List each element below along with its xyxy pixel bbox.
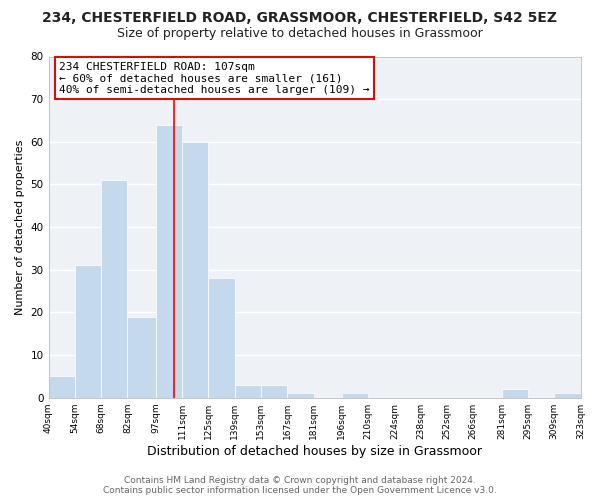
Bar [182, 142, 208, 398]
Bar [235, 385, 261, 398]
Bar [502, 389, 528, 398]
Bar [127, 316, 155, 398]
Bar [101, 180, 127, 398]
Bar [208, 278, 235, 398]
Bar [75, 266, 101, 398]
Text: 234 CHESTERFIELD ROAD: 107sqm
← 60% of detached houses are smaller (161)
40% of : 234 CHESTERFIELD ROAD: 107sqm ← 60% of d… [59, 62, 370, 95]
Bar [342, 394, 368, 398]
Text: Size of property relative to detached houses in Grassmoor: Size of property relative to detached ho… [117, 28, 483, 40]
Bar [155, 124, 182, 398]
Y-axis label: Number of detached properties: Number of detached properties [15, 140, 25, 315]
Text: Contains HM Land Registry data © Crown copyright and database right 2024.: Contains HM Land Registry data © Crown c… [124, 476, 476, 485]
Bar [261, 385, 287, 398]
Bar [287, 394, 314, 398]
Text: 234, CHESTERFIELD ROAD, GRASSMOOR, CHESTERFIELD, S42 5EZ: 234, CHESTERFIELD ROAD, GRASSMOOR, CHEST… [43, 11, 557, 25]
Bar [49, 376, 75, 398]
Bar [554, 394, 581, 398]
Text: Contains public sector information licensed under the Open Government Licence v3: Contains public sector information licen… [103, 486, 497, 495]
X-axis label: Distribution of detached houses by size in Grassmoor: Distribution of detached houses by size … [147, 444, 482, 458]
